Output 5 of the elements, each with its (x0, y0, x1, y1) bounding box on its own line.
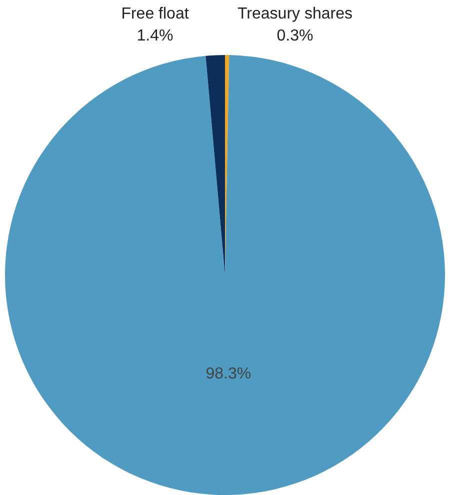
data-label: 1.4% (136, 27, 174, 44)
data-label: 98.3% (206, 365, 252, 382)
slice-label: Free float (121, 5, 190, 22)
slice-label: Treasury shares (238, 5, 352, 22)
data-label: 0.3% (276, 27, 314, 44)
